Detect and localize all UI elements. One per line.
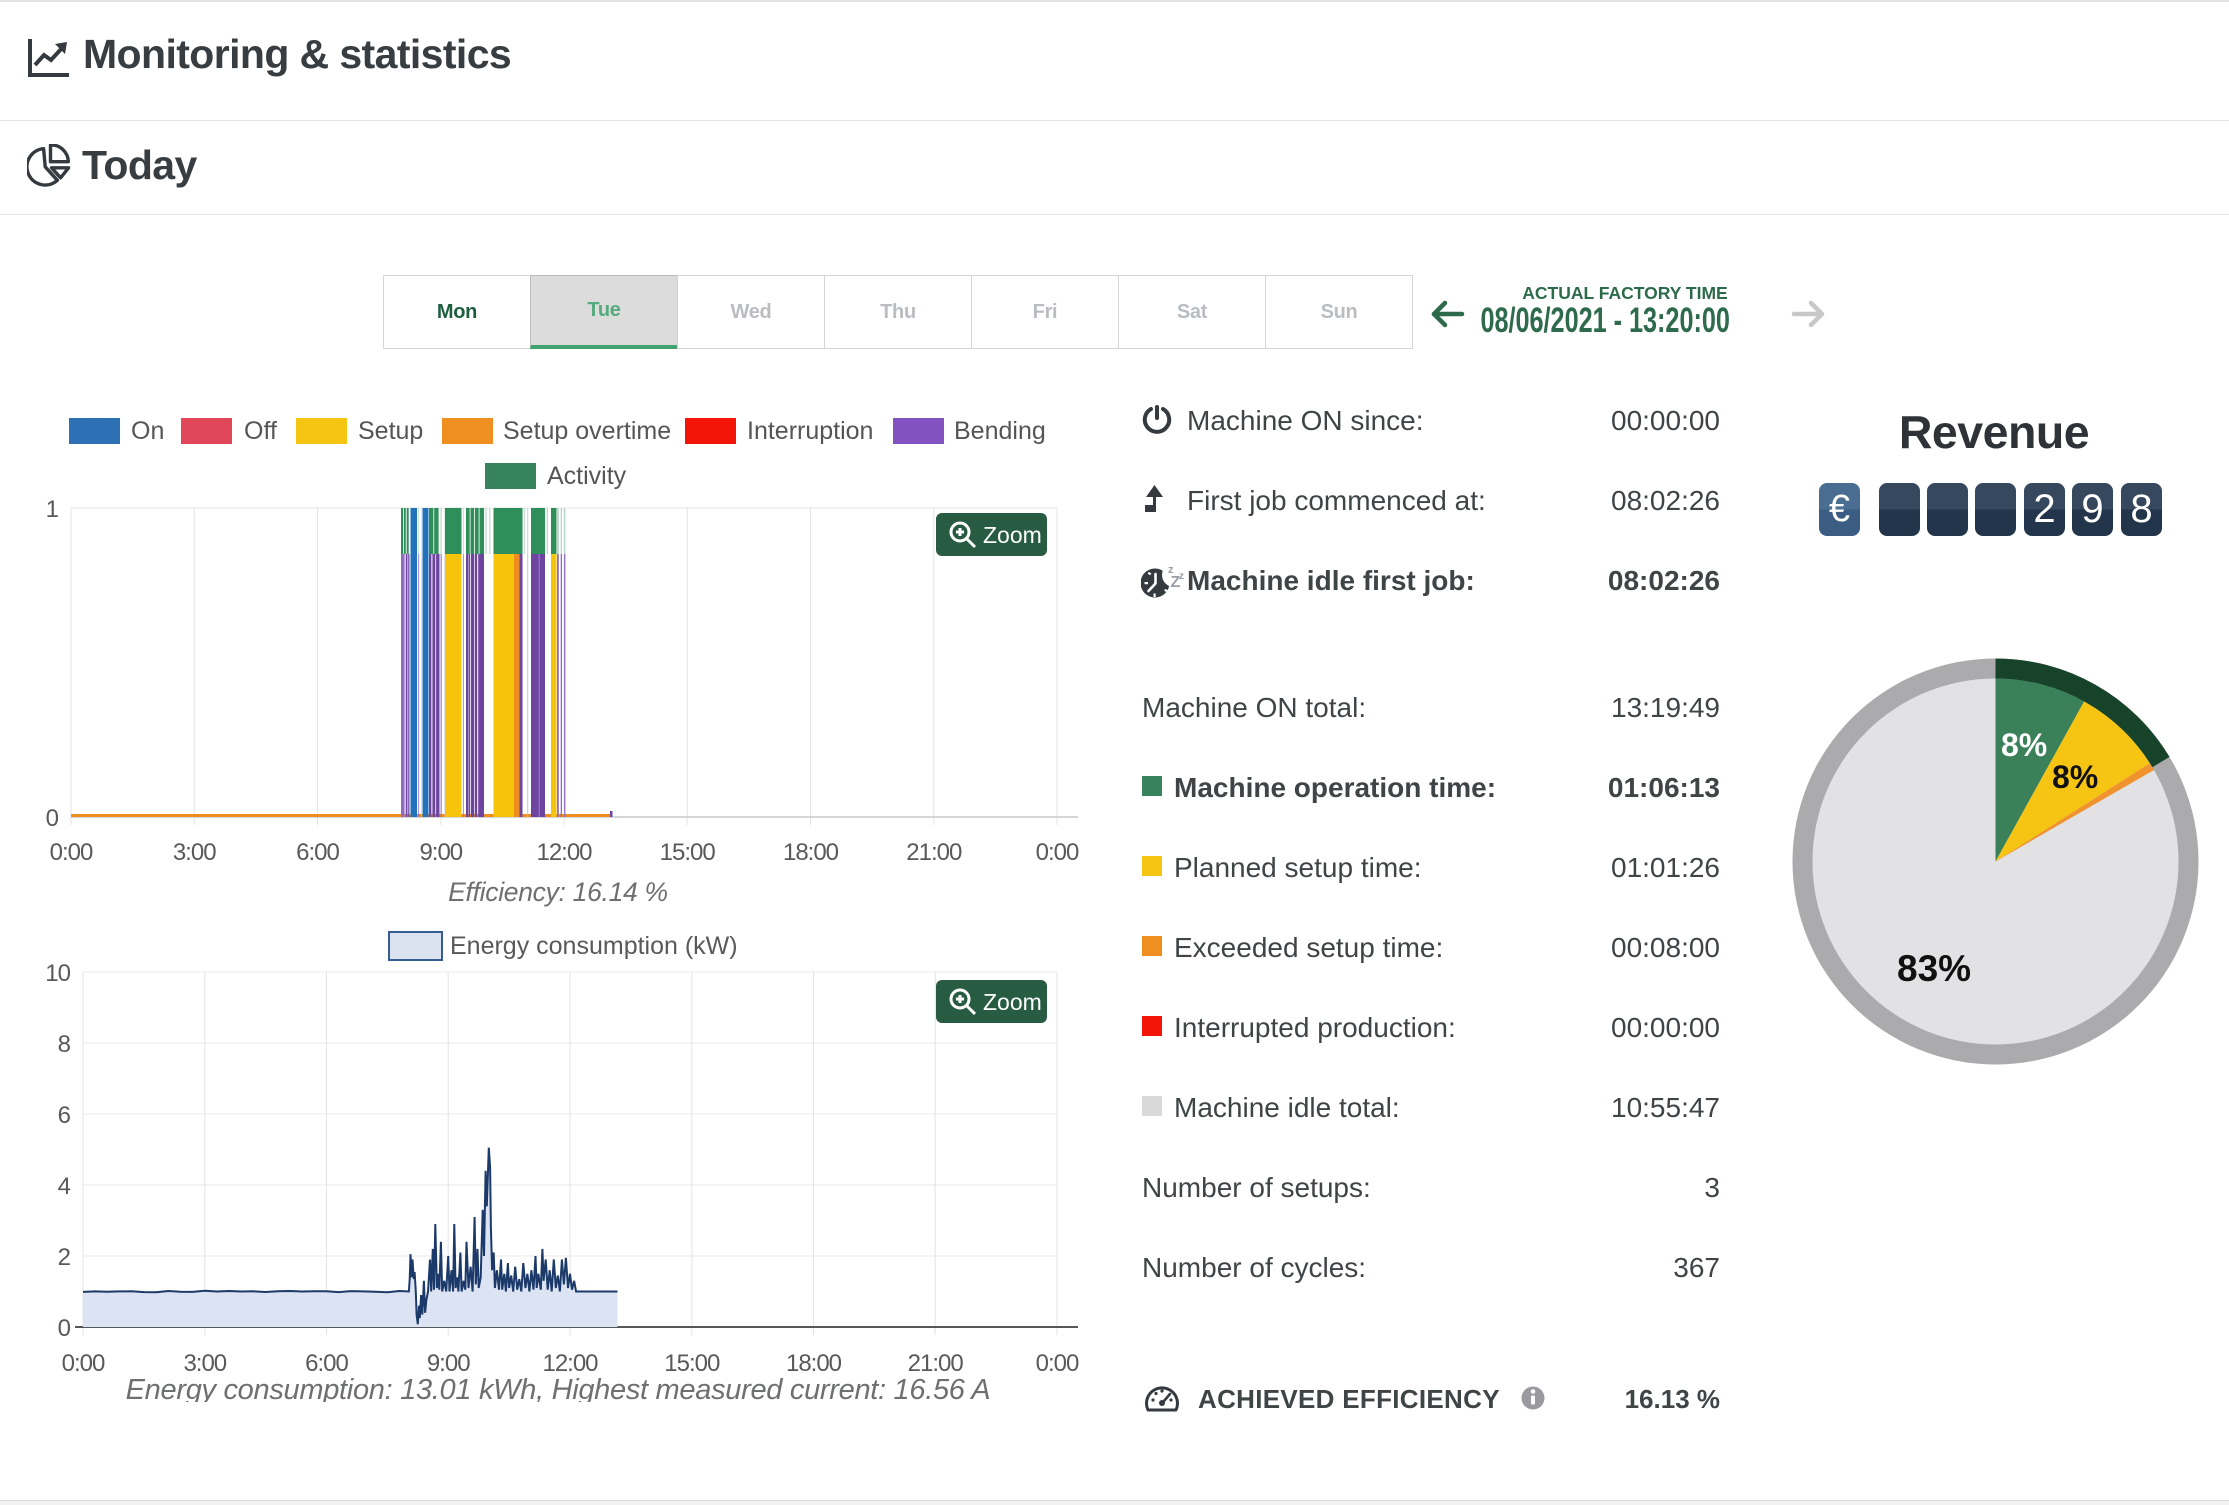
svg-text:18:00: 18:00: [783, 839, 839, 866]
svg-text:4: 4: [58, 1173, 71, 1200]
svg-text:9:00: 9:00: [427, 1350, 470, 1377]
svg-text:12:00: 12:00: [536, 839, 592, 866]
svg-text:21:00: 21:00: [908, 1350, 964, 1377]
svg-text:6:00: 6:00: [305, 1350, 348, 1377]
svg-text:18:00: 18:00: [786, 1350, 842, 1377]
svg-text:Energy consumption: 13.01 kWh,: Energy consumption: 13.01 kWh, Highest m…: [126, 1374, 991, 1402]
svg-text:8%: 8%: [2052, 759, 2098, 795]
svg-text:2: 2: [58, 1244, 71, 1271]
svg-text:Zoom: Zoom: [983, 522, 1042, 548]
svg-text:12:00: 12:00: [542, 1350, 598, 1377]
svg-text:z: z: [1179, 571, 1184, 582]
svg-text:10: 10: [45, 960, 70, 987]
svg-text:0:00: 0:00: [62, 1350, 105, 1377]
svg-text:0: 0: [46, 805, 59, 832]
svg-text:6:00: 6:00: [296, 839, 339, 866]
svg-text:8%: 8%: [2001, 727, 2047, 763]
svg-text:3:00: 3:00: [173, 839, 216, 866]
svg-text:6: 6: [58, 1102, 71, 1129]
svg-text:Zoom: Zoom: [983, 989, 1042, 1015]
svg-text:0:00: 0:00: [1036, 1350, 1079, 1377]
svg-text:3:00: 3:00: [183, 1350, 226, 1377]
svg-text:21:00: 21:00: [906, 839, 962, 866]
svg-text:0:00: 0:00: [1036, 839, 1079, 866]
svg-text:Efficiency: 16.14 %: Efficiency: 16.14 %: [448, 877, 668, 907]
svg-text:15:00: 15:00: [660, 839, 716, 866]
svg-text:Energy consumption (kW): Energy consumption (kW): [450, 932, 738, 960]
svg-text:15:00: 15:00: [664, 1350, 720, 1377]
svg-text:z: z: [1168, 564, 1174, 576]
svg-text:0:00: 0:00: [50, 839, 93, 866]
svg-text:83%: 83%: [1897, 948, 1971, 989]
svg-text:0: 0: [58, 1315, 71, 1342]
svg-text:9:00: 9:00: [419, 839, 462, 866]
svg-text:8: 8: [58, 1031, 71, 1058]
svg-text:Z: Z: [1171, 574, 1181, 591]
svg-text:1: 1: [46, 496, 59, 523]
